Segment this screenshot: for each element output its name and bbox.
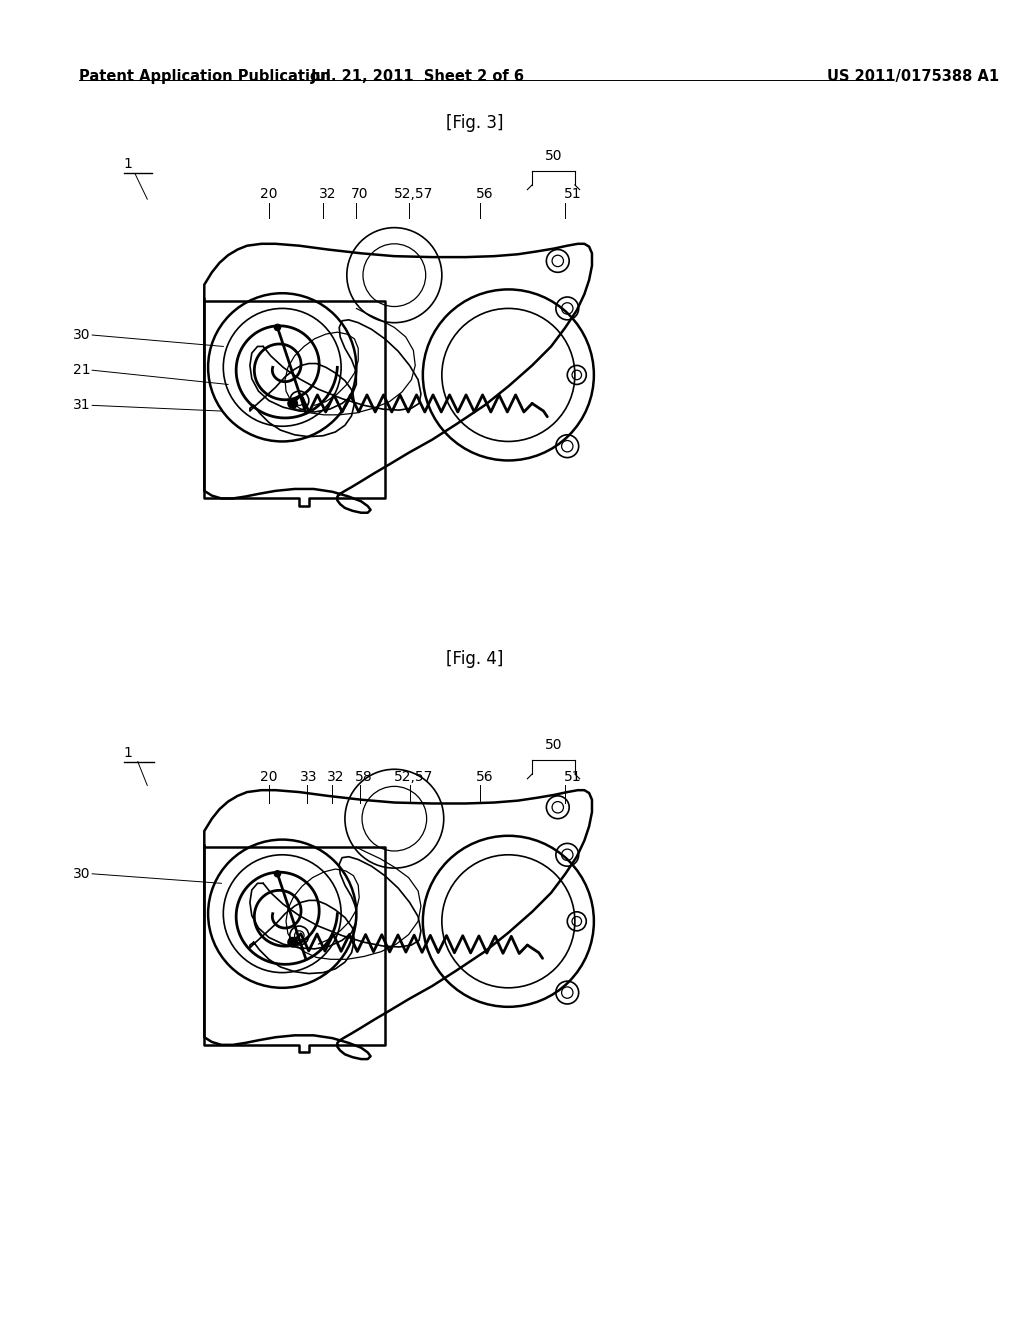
Text: 52,57: 52,57 — [393, 770, 433, 784]
Text: 50: 50 — [545, 149, 562, 164]
Text: 50: 50 — [545, 738, 562, 752]
Text: US 2011/0175388 A1: US 2011/0175388 A1 — [826, 69, 998, 84]
Circle shape — [273, 323, 282, 331]
Circle shape — [288, 399, 297, 408]
Text: 70: 70 — [350, 187, 368, 201]
Text: 1: 1 — [124, 157, 132, 170]
Text: 32: 32 — [319, 187, 337, 201]
Text: 30: 30 — [73, 329, 90, 342]
Text: 30: 30 — [73, 867, 90, 880]
Text: 31: 31 — [73, 399, 90, 412]
Text: [Fig. 4]: [Fig. 4] — [446, 651, 504, 668]
Text: 58: 58 — [355, 770, 373, 784]
Text: 32: 32 — [327, 770, 344, 784]
Circle shape — [273, 870, 282, 878]
Text: 52,57: 52,57 — [393, 187, 433, 201]
Circle shape — [288, 937, 297, 946]
Text: [Fig. 3]: [Fig. 3] — [446, 114, 504, 132]
Text: 1: 1 — [124, 746, 132, 760]
Text: 56: 56 — [476, 770, 494, 784]
Text: 20: 20 — [260, 187, 278, 201]
Text: Patent Application Publication: Patent Application Publication — [79, 69, 331, 84]
Text: 20: 20 — [260, 770, 278, 784]
Text: 21: 21 — [73, 363, 90, 378]
Text: 51: 51 — [564, 770, 582, 784]
Text: 33: 33 — [300, 770, 317, 784]
Text: 56: 56 — [476, 187, 494, 201]
Text: 51: 51 — [564, 187, 582, 201]
Text: Jul. 21, 2011  Sheet 2 of 6: Jul. 21, 2011 Sheet 2 of 6 — [311, 69, 525, 84]
